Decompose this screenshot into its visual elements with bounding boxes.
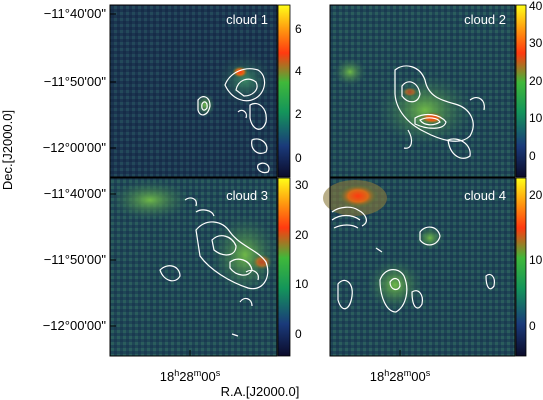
contours-cloud-1 <box>197 68 270 174</box>
x-axis-title: R.A.[J2000.0] <box>221 384 300 399</box>
colorbar-tick: 4 <box>295 64 302 78</box>
colorbar-tick: 10 <box>529 253 543 267</box>
colorbar-tick: 6 <box>295 22 302 36</box>
panel-title: cloud 4 <box>464 188 506 203</box>
colorbar-tick: 40 <box>529 0 543 13</box>
colorbar-cloud-2 <box>515 4 527 178</box>
colorbar-tick: 2 <box>295 107 302 121</box>
dec-tick-label: −11°40'00" <box>44 186 107 201</box>
ra-tick-label: 18h28m00s <box>160 368 221 384</box>
colorbar-tick: 20 <box>529 188 543 202</box>
colorbar-tick: 0 <box>529 149 536 163</box>
panel-cloud-1: cloud 1 6 4 2 0 <box>109 4 302 178</box>
colorbar-tick: 30 <box>529 36 543 50</box>
colorbar-tick: 0 <box>295 151 302 165</box>
colorbar-cloud-4 <box>515 177 527 357</box>
dec-tick-label: −11°50'00" <box>44 252 107 267</box>
dec-tick-label: −12°00'00" <box>43 140 107 155</box>
panel-title: cloud 3 <box>226 188 268 203</box>
contours-cloud-3 <box>159 197 269 337</box>
colorbar-cloud-1 <box>277 4 291 178</box>
colorbar-tick: 10 <box>529 111 543 125</box>
panel-cloud-2: cloud 2 40 30 20 10 0 <box>329 0 543 178</box>
colorbar-tick: 20 <box>295 228 309 242</box>
panel-cloud-4: cloud 4 20 10 0 <box>323 177 543 357</box>
colorbar-tick: 30 <box>295 178 309 192</box>
y-axis-title: Dec.[J2000.0] <box>0 110 15 190</box>
colorbar-tick: 0 <box>529 319 536 333</box>
ra-tick-label: 18h28m00s <box>370 368 431 384</box>
panel-title: cloud 2 <box>464 12 506 27</box>
contours-cloud-2 <box>394 65 485 159</box>
contours-cloud-4 <box>331 206 495 313</box>
colorbar-tick: 20 <box>529 74 543 88</box>
dec-tick-label: −11°40'00" <box>44 6 107 21</box>
dec-tick-label: −12°00'00" <box>43 318 107 333</box>
colorbar-tick: 10 <box>295 277 309 291</box>
colorbar-cloud-3 <box>277 177 291 357</box>
dec-tick-label: −11°50'00" <box>44 74 107 89</box>
panel-cloud-3: cloud 3 30 20 10 0 <box>109 177 309 357</box>
colorbar-tick: 0 <box>295 327 302 341</box>
panel-title: cloud 1 <box>226 12 268 27</box>
